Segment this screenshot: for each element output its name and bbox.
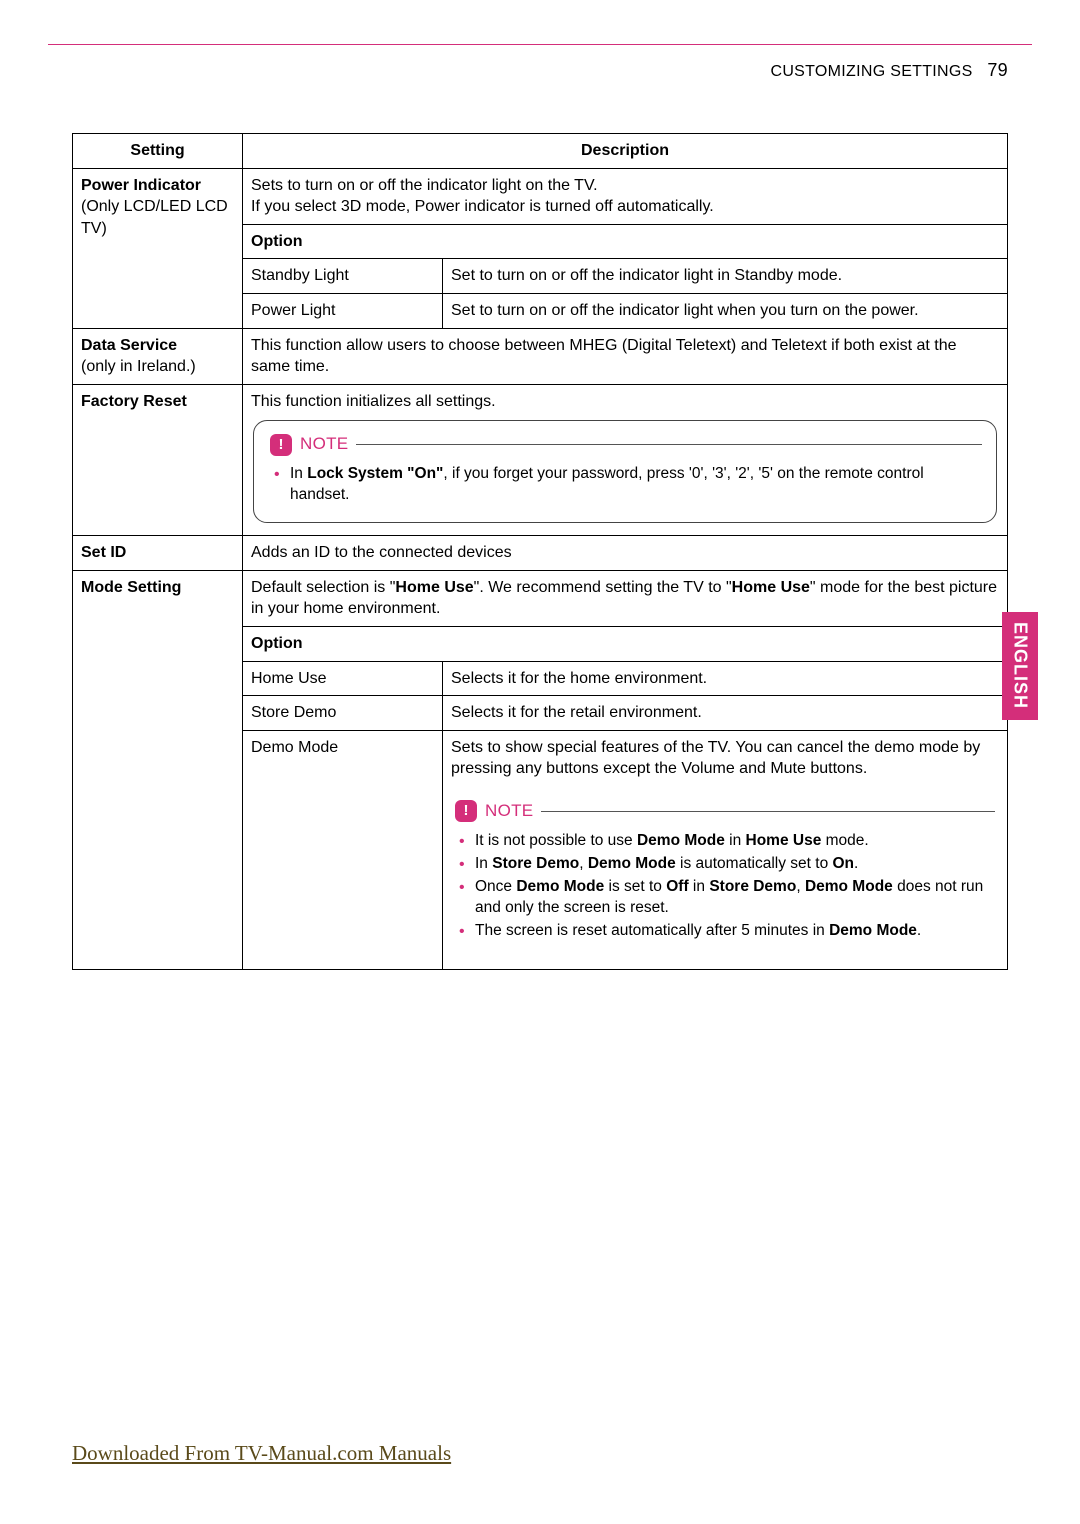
section-title: CUSTOMIZING SETTINGS [770,63,972,80]
footer-link[interactable]: Downloaded From TV-Manual.com Manuals [72,1441,451,1466]
top-rule [48,44,1032,45]
row-mode-setting: Mode Setting Default selection is "Home … [73,570,1008,626]
cell-mode-desc: Default selection is "Home Use". We reco… [243,570,1008,626]
page: CUSTOMIZING SETTINGS 79 ENGLISH Setting … [0,0,1080,1524]
cell-powerlight-desc: Set to turn on or off the indicator ligh… [443,293,1008,328]
page-header: CUSTOMIZING SETTINGS 79 [72,60,1008,81]
cell-home-name: Home Use [243,661,443,696]
cell-store-desc: Selects it for the retail environment. [443,696,1008,731]
note-label: NOTE [300,433,348,456]
cell-standby-desc: Set to turn on or off the indicator ligh… [443,259,1008,294]
note-list: In Lock System "On", if you forget your … [270,464,982,506]
cell-setid-label: Set ID [73,536,243,571]
language-tab: ENGLISH [1002,612,1038,720]
cell-dataservice-desc: This function allow users to choose betw… [243,328,1008,384]
cell-mode-option-head: Option [243,626,1008,661]
note-box-factory: ! NOTE In Lock System "On", if you forge… [253,420,997,523]
alert-icon: ! [455,800,477,822]
cell-demo-desc: Sets to show special features of the TV.… [443,730,1008,970]
note-item: The screen is reset automatically after … [459,921,995,942]
note-rule [541,811,995,812]
cell-power-indicator-label: Power Indicator (Only LCD/LED LCD TV) [73,168,243,328]
settings-table: Setting Description Power Indicator (Onl… [72,133,1008,970]
cell-standby-name: Standby Light [243,259,443,294]
note-rule [356,444,982,445]
page-number: 79 [987,60,1008,80]
cell-option-head: Option [243,224,1008,259]
note-item: It is not possible to use Demo Mode in H… [459,831,995,852]
cell-mode-label: Mode Setting [73,570,243,970]
cell-setid-desc: Adds an ID to the connected devices [243,536,1008,571]
label-bold: Power Indicator [81,177,201,194]
col-setting: Setting [73,134,243,169]
row-power-indicator: Power Indicator (Only LCD/LED LCD TV) Se… [73,168,1008,224]
cell-powerlight-name: Power Light [243,293,443,328]
row-data-service: Data Service (only in Ireland.) This fun… [73,328,1008,384]
note-item: Once Demo Mode is set to Off in Store De… [459,877,995,919]
cell-home-desc: Selects it for the home environment. [443,661,1008,696]
cell-store-name: Store Demo [243,696,443,731]
row-factory-reset: Factory Reset This function initializes … [73,384,1008,535]
cell-factory-label: Factory Reset [73,384,243,535]
cell-dataservice-label: Data Service (only in Ireland.) [73,328,243,384]
note-box-demo: ! NOTE It is not possible to use Demo Mo… [453,788,997,958]
table-head-row: Setting Description [73,134,1008,169]
label-sub: (Only LCD/LED LCD TV) [81,198,228,237]
cell-power-indicator-desc: Sets to turn on or off the indicator lig… [243,168,1008,224]
cell-demo-name: Demo Mode [243,730,443,970]
row-setid: Set ID Adds an ID to the connected devic… [73,536,1008,571]
note-item: In Store Demo, Demo Mode is automaticall… [459,854,995,875]
alert-icon: ! [270,434,292,456]
note-label: NOTE [485,800,533,823]
cell-factory-desc: This function initializes all settings. … [243,384,1008,535]
col-description: Description [243,134,1008,169]
note-list: It is not possible to use Demo Mode in H… [455,831,995,942]
note-item: In Lock System "On", if you forget your … [274,464,982,506]
